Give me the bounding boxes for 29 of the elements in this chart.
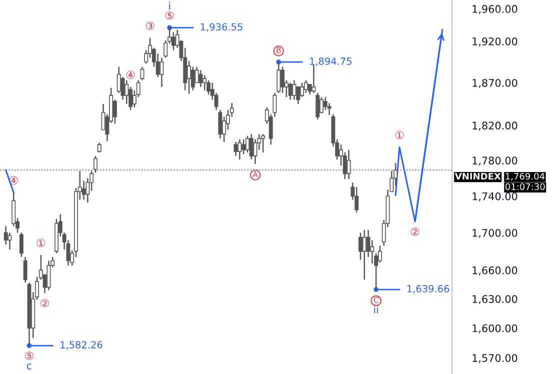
annotation: ② — [410, 228, 420, 236]
y-tick-label: 1,780.00 — [472, 156, 518, 166]
y-tick-label: 1,960.00 — [472, 5, 518, 14]
annotation: ⑤ — [25, 352, 34, 360]
annotation: ③ — [146, 22, 154, 30]
y-tick-label: 1,740.00 — [472, 192, 518, 202]
annotation: 1,639.66 — [407, 285, 450, 294]
annotation: ⑤ — [165, 11, 174, 20]
y-tick-label: 1,660.00 — [472, 266, 518, 276]
y-tick-label: 1,700.00 — [472, 228, 518, 238]
annotation: 1,936.55 — [200, 23, 242, 32]
y-tick-label: 1,920.00 — [472, 37, 518, 46]
annotation: ① — [36, 238, 46, 248]
y-tick-label: 1,870.00 — [472, 78, 518, 88]
y-tick-label: 1,570.00 — [472, 354, 518, 364]
annotation: i — [169, 2, 170, 10]
annotation: 1,894.75 — [310, 58, 352, 66]
annotation: ① — [395, 130, 404, 140]
text: 1,769.04 — [506, 172, 545, 181]
y-tick-label: 1,820.00 — [472, 122, 518, 131]
ref-line-label: VNINDEX — [454, 172, 501, 180]
annotation: ④ — [126, 70, 135, 80]
annotation: ② — [40, 299, 49, 308]
y-tick-label: 1,600.00 — [472, 324, 518, 334]
annotation: ii — [374, 305, 378, 314]
y-tick-label: 1,630.00 — [472, 295, 518, 304]
annotation: c — [26, 364, 32, 370]
text: 01:07:30 — [505, 183, 545, 190]
annotation: 1,582.26 — [60, 341, 102, 350]
